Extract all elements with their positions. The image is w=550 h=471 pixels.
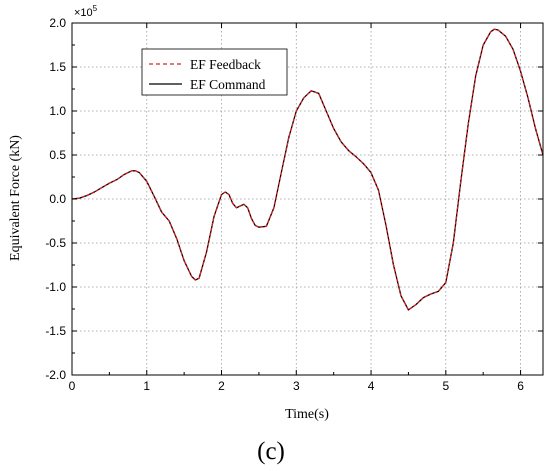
series-line-ef-feedback: [71, 28, 544, 311]
y-tick-label: -2.0: [45, 368, 66, 382]
y-tick-label: -1.5: [45, 324, 66, 338]
legend-label-ef-feedback: EF Feedback: [190, 57, 261, 72]
x-tick-label: 0: [69, 379, 76, 393]
x-tick-label: 3: [293, 379, 300, 393]
series-layer: [71, 28, 544, 311]
y-tick-label: 2.0: [49, 16, 66, 30]
x-tick-label: 5: [442, 379, 449, 393]
x-tick-label: 6: [517, 379, 524, 393]
y-multiplier-exponent: 5: [93, 4, 98, 13]
y-tick-label: 0.0: [49, 192, 66, 206]
legend-label-ef-command: EF Command: [190, 77, 266, 92]
panel-label: (c): [257, 438, 285, 465]
y-tick-label: -0.5: [45, 236, 66, 250]
x-tick-label: 1: [143, 379, 150, 393]
y-multiplier: ×105: [74, 4, 98, 19]
x-tick-label: 2: [218, 379, 225, 393]
grid-lines: [72, 23, 543, 375]
x-tick-label: 4: [368, 379, 375, 393]
y-axis-title: Equivalent Force (kN): [8, 135, 23, 261]
y-tick-label: 1.0: [49, 104, 66, 118]
y-tick-label: 0.5: [49, 148, 66, 162]
legend: EF Feedback EF Command: [141, 48, 288, 96]
x-axis-title: Time(s): [285, 407, 329, 422]
y-tick-label: -1.0: [45, 280, 66, 294]
axis-ticks: 0 1 2 3 4 5 6 2.0 1.5 1.0 0.5 0.0 -0.5 -1.0 -1.5 -2.0: [45, 16, 543, 393]
legend-box: [141, 48, 288, 96]
y-tick-label: 1.5: [49, 60, 66, 74]
